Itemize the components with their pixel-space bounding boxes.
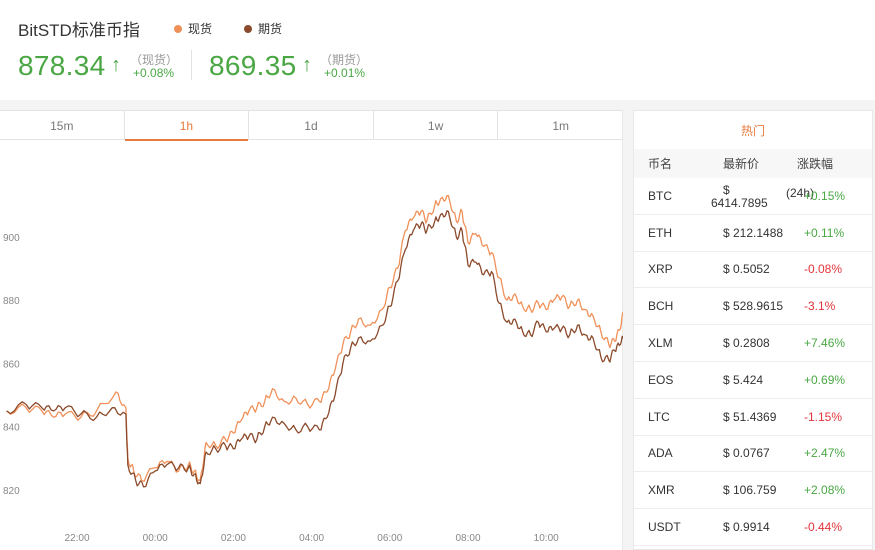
coin-change: -3.1% xyxy=(804,299,836,314)
table-row[interactable]: ADA $ 0.0767 +2.47% xyxy=(634,436,872,473)
coin-change: -0.08% xyxy=(804,262,843,277)
y-tick-label: 840 xyxy=(3,423,20,434)
coin-name: XRP xyxy=(648,262,673,277)
line-chart: 820 840 860 880 900 22:00 00:00 02:00 04:00 06:00… xyxy=(3,194,623,544)
y-tick-label: 880 xyxy=(3,296,20,307)
price-divider xyxy=(191,50,192,80)
coin-price: $ 106.759 xyxy=(723,483,777,498)
spot-price: 878.34 xyxy=(18,50,106,81)
coin-price: $ 0.2808 xyxy=(723,336,770,351)
futures-change: +0.01% xyxy=(324,66,366,80)
table-row[interactable]: ETH $ 212.1488 +0.11% xyxy=(634,215,872,252)
futures-dot-icon xyxy=(244,24,252,33)
header-change: 涨跌幅 xyxy=(797,157,834,171)
x-tick-label: 10:00 xyxy=(534,533,559,544)
series-line-spot xyxy=(6,194,623,482)
coin-change: -1.15% xyxy=(804,409,843,424)
table-row[interactable]: EOS $ 5.424 +0.69% xyxy=(634,362,872,399)
coin-price: $ 51.4369 xyxy=(723,409,777,424)
coin-name: EOS xyxy=(648,372,674,387)
futures-label: （期货） xyxy=(320,53,369,67)
x-tick-label: 02:00 xyxy=(221,533,246,544)
coin-price: $ 0.0767 xyxy=(723,446,770,461)
tab-1d[interactable]: 1d xyxy=(249,111,374,140)
coin-change: +0.69% xyxy=(804,372,846,387)
coin-name: USDT xyxy=(648,520,681,535)
x-tick-label: 06:00 xyxy=(377,533,402,544)
coin-name: BCH xyxy=(648,299,674,314)
legend-item-spot[interactable]: 现货 xyxy=(174,20,212,37)
coin-name: ADA xyxy=(648,446,673,461)
series-line-futures xyxy=(6,210,623,488)
coin-price: $ 0.9914 xyxy=(723,520,770,535)
coin-price: $ 528.9615 xyxy=(723,299,784,314)
x-tick-label: 00:00 xyxy=(143,533,168,544)
x-tick-label: 08:00 xyxy=(455,533,480,544)
coin-name: BTC xyxy=(648,188,672,203)
coin-price: $ 0.5052 xyxy=(723,262,770,277)
coin-price: $ 212.1488 xyxy=(723,225,784,240)
table-row[interactable]: LTC $ 51.4369 -1.15% xyxy=(634,399,872,436)
y-tick-label: 900 xyxy=(3,233,20,244)
table-row-btc[interactable]: BTC $ 6414.7895 (24h) +0.15% xyxy=(634,178,872,215)
chart-panel: 15m 1h 1d 1w 1m 820 840 860 880 900 22:00 00:0… xyxy=(0,110,623,550)
table-row[interactable]: XLM $ 0.2808 +7.46% xyxy=(634,325,872,362)
coin-change: +0.15% xyxy=(804,188,846,203)
legend-item-futures[interactable]: 期货 xyxy=(244,20,282,37)
y-tick-label: 820 xyxy=(3,486,20,497)
table-header: 币名 最新价 涨跌幅 xyxy=(634,149,872,178)
coin-price: $ 6414.7895 xyxy=(711,183,768,210)
page-title: BitSTD标准币指 xyxy=(18,21,140,40)
coin-change: +7.46% xyxy=(804,336,846,351)
tab-1m[interactable]: 1m xyxy=(552,118,569,133)
coin-name: ETH xyxy=(648,225,672,240)
coin-period-tag: (24h) xyxy=(786,186,815,200)
tab-1h[interactable]: 1h xyxy=(124,111,250,141)
spot-dot-icon xyxy=(174,24,182,33)
header-coin: 币名 xyxy=(648,157,673,171)
coin-price-currency: $ xyxy=(723,183,730,197)
coin-name: XLM xyxy=(648,336,673,351)
spot-up-arrow-icon: ↑ xyxy=(111,54,121,76)
spot-change: +0.08% xyxy=(133,66,175,80)
coin-name: XMR xyxy=(648,483,675,498)
table-row[interactable]: XRP $ 0.5052 -0.08% xyxy=(634,252,872,289)
coin-name: LTC xyxy=(648,409,670,424)
y-tick-label: 860 xyxy=(3,359,20,370)
x-tick-label: 22:00 xyxy=(64,533,89,544)
table-row[interactable]: BCH $ 528.9615 -3.1% xyxy=(634,288,872,326)
coin-change: -0.44% xyxy=(804,520,843,535)
coin-price-value: 6414.7895 xyxy=(711,196,768,210)
interval-tabs: 15m 1h 1d 1w 1m xyxy=(0,110,623,141)
header: BitSTD标准币指 现货 期货 878.34 ↑ （现货） +0.08% 86… xyxy=(0,0,875,100)
table-row[interactable]: USDT $ 0.9914 -0.44% xyxy=(634,509,872,546)
legend-label-futures: 期货 xyxy=(258,22,283,36)
coin-change: +2.47% xyxy=(804,446,846,461)
coin-price: $ 5.424 xyxy=(723,372,764,387)
header-price: 最新价 xyxy=(723,157,760,171)
hot-coins-panel: 热门 币名 最新价 涨跌幅 BTC $ 6414.7895 (24h) +0.1… xyxy=(633,110,873,550)
tab-15m[interactable]: 15m xyxy=(0,111,125,140)
x-tick-label: 04:00 xyxy=(299,533,324,544)
hot-title: 热门 xyxy=(740,123,765,138)
spot-label: （现货） xyxy=(130,53,179,67)
coin-change: +2.08% xyxy=(804,483,846,498)
tab-1w[interactable]: 1w xyxy=(374,111,499,140)
futures-price: 869.35 xyxy=(209,50,297,81)
futures-up-arrow-icon: ↑ xyxy=(302,54,312,76)
table-row[interactable]: XMR $ 106.759 +2.08% xyxy=(634,472,872,510)
legend-label-spot: 现货 xyxy=(188,22,213,36)
coin-change: +0.11% xyxy=(804,225,845,240)
